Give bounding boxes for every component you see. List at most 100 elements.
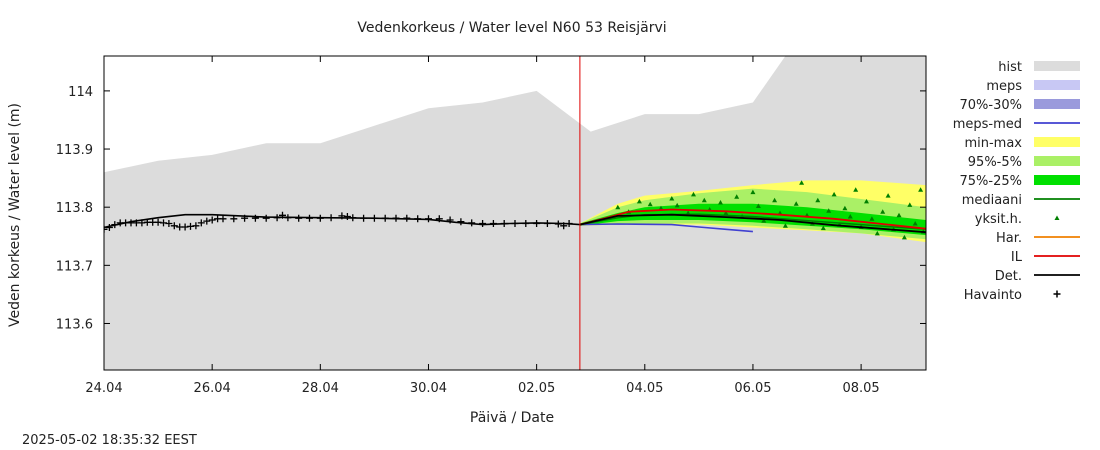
havainto-point bbox=[203, 217, 211, 225]
yksit-h-point bbox=[718, 200, 723, 205]
havainto-point bbox=[543, 220, 551, 227]
legend-item: 70%-30% bbox=[960, 98, 1080, 113]
havainto-point bbox=[500, 220, 508, 227]
legend: hist meps 70%-30% meps-med min-max 95%-5% 75%-… bbox=[953, 60, 1080, 303]
legend-item: 95%-5% bbox=[968, 155, 1080, 170]
havainto-point bbox=[479, 220, 487, 227]
havainto-point bbox=[262, 214, 270, 222]
yksit-h-point bbox=[636, 198, 642, 204]
legend-label: 75%-25% bbox=[960, 174, 1022, 189]
legend-item: yksit.h. bbox=[975, 212, 1060, 227]
x-tick-label: 24.04 bbox=[85, 381, 122, 396]
havainto-point bbox=[468, 219, 476, 227]
yksit-h-point bbox=[912, 221, 918, 226]
legend-label: mediaani bbox=[962, 193, 1022, 208]
axes: 113.6 113.7 113.8 113.9 114 24.04 26.04 28.04 30… bbox=[56, 55, 927, 396]
havainto-point bbox=[327, 214, 335, 222]
havainto-point bbox=[511, 220, 519, 227]
havainto-point bbox=[349, 214, 357, 222]
chart-title: Vedenkorkeus / Water level N60 53 Reisjä… bbox=[357, 20, 666, 36]
mediaani-line bbox=[579, 213, 926, 231]
yksit-h-point bbox=[880, 209, 886, 214]
det-forecast-line bbox=[579, 213, 926, 234]
legend-item: 75%-25% bbox=[960, 174, 1080, 189]
legend-swatch bbox=[1053, 290, 1061, 298]
y-tick-label: 113.7 bbox=[56, 259, 93, 274]
havainto-point bbox=[414, 215, 422, 223]
havainto-point bbox=[360, 214, 368, 222]
yksit-h-point bbox=[615, 204, 621, 210]
havainto-point bbox=[111, 221, 119, 229]
havainto-point bbox=[165, 220, 173, 227]
havainto-point bbox=[105, 224, 113, 231]
havainto-point bbox=[273, 214, 281, 222]
havainto-point bbox=[457, 218, 465, 226]
yksit-h-point bbox=[885, 193, 891, 198]
legend-swatch bbox=[1034, 61, 1080, 71]
y-axis-label: Veden korkeus / Water level (m) bbox=[7, 103, 23, 327]
yksit-h-point bbox=[799, 180, 805, 185]
havainto-point bbox=[208, 216, 216, 224]
havainto-point bbox=[489, 220, 497, 227]
havainto-point bbox=[554, 220, 562, 228]
legend-label: hist bbox=[998, 60, 1022, 75]
havainto-point bbox=[565, 220, 573, 227]
legend-item: IL bbox=[1011, 250, 1080, 265]
y-tick-label: 113.9 bbox=[56, 143, 93, 158]
legend-label: meps bbox=[986, 79, 1022, 94]
legend-label: meps-med bbox=[953, 117, 1022, 132]
havainto-point bbox=[392, 214, 400, 222]
x-axis-label: Päivä / Date bbox=[470, 410, 554, 426]
yksit-h-point bbox=[896, 212, 902, 218]
havainto-point bbox=[241, 214, 249, 222]
y-tick-label: 113.8 bbox=[56, 201, 93, 216]
legend-item: Har. bbox=[996, 231, 1080, 246]
yksit-h-point bbox=[847, 214, 853, 219]
legend-label: Havainto bbox=[964, 288, 1022, 303]
havainto-point bbox=[435, 215, 443, 223]
yksit-h-point bbox=[750, 189, 756, 195]
x-tick-label: 26.04 bbox=[194, 381, 231, 396]
havainto-point bbox=[306, 214, 313, 222]
havainto-point bbox=[446, 216, 454, 224]
y-tick-label: 114 bbox=[68, 85, 93, 100]
yksit-h-point bbox=[782, 223, 788, 228]
yksit-h-point bbox=[869, 216, 875, 221]
yksit-h-point bbox=[761, 218, 767, 223]
legend-item: mediaani bbox=[962, 193, 1080, 208]
legend-item: hist bbox=[998, 60, 1080, 75]
havainto-point bbox=[403, 214, 411, 222]
yksit-h-point bbox=[901, 234, 907, 240]
x-tick-label: 08.05 bbox=[842, 381, 879, 396]
havainto-point bbox=[219, 215, 227, 223]
legend-swatch bbox=[1034, 175, 1080, 185]
hist-area bbox=[104, 56, 926, 370]
havainto-point bbox=[279, 211, 286, 219]
yksit-h-point bbox=[647, 201, 653, 207]
yksit-h-point bbox=[674, 202, 680, 208]
legend-item: min-max bbox=[964, 136, 1080, 151]
yksit-h-point bbox=[907, 202, 913, 207]
havainto-point bbox=[533, 220, 541, 227]
havainto-point bbox=[192, 222, 200, 230]
legend-swatch bbox=[1034, 80, 1080, 90]
havainto-point bbox=[295, 214, 303, 222]
yksit-h-point bbox=[853, 187, 859, 192]
yksit-h-point bbox=[734, 194, 740, 199]
legend-label: Har. bbox=[996, 231, 1022, 246]
meps-med-line bbox=[579, 223, 753, 233]
yksit-h-point bbox=[815, 197, 821, 203]
havainto-point bbox=[316, 214, 324, 222]
legend-label: IL bbox=[1011, 250, 1023, 265]
plot-area bbox=[104, 56, 926, 370]
havainto-point bbox=[197, 219, 205, 227]
yksit-h-point bbox=[831, 191, 837, 197]
legend-label: 95%-5% bbox=[968, 155, 1022, 170]
legend-label: 70%-30% bbox=[960, 98, 1022, 113]
legend-item: Havainto bbox=[964, 288, 1061, 303]
havainto-point bbox=[251, 214, 259, 222]
yksit-h-point bbox=[864, 198, 869, 204]
yksit-h-point bbox=[874, 230, 880, 236]
havainto-point bbox=[381, 214, 389, 222]
